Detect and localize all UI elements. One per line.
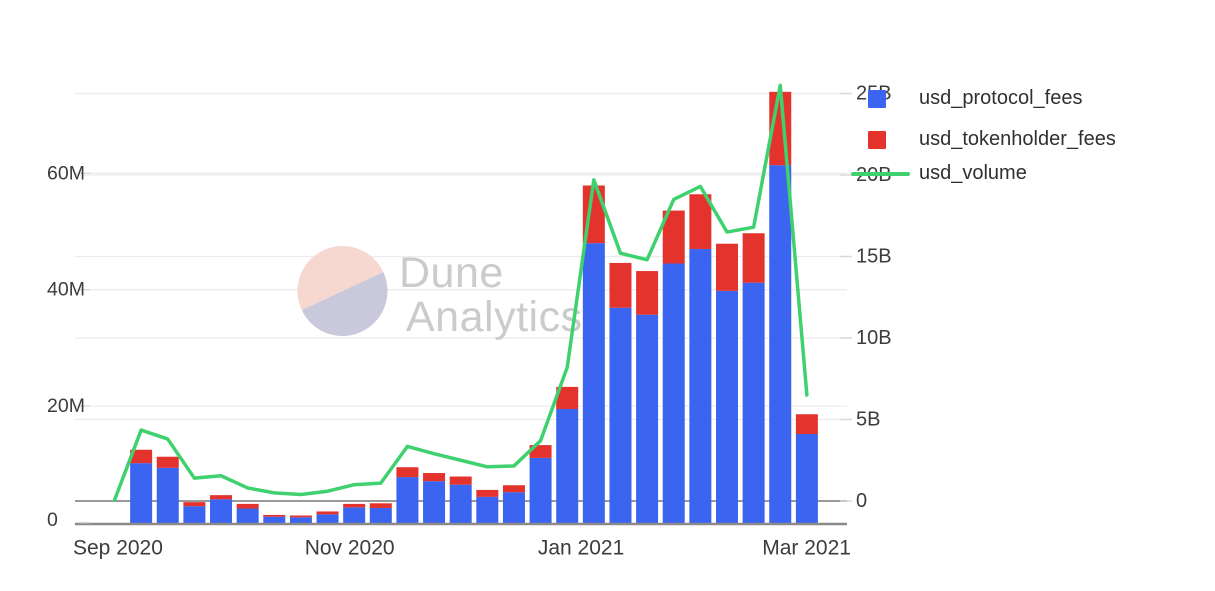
left-axis-label: 40M xyxy=(47,279,85,301)
bar-usd-tokenholder-fees[interactable] xyxy=(662,210,685,264)
left-axis-label: 0 xyxy=(47,509,58,531)
bar-usd-tokenholder-fees[interactable] xyxy=(609,262,632,308)
legend-label: usd_volume xyxy=(919,162,1027,184)
bar-usd-protocol-fees[interactable] xyxy=(636,314,659,525)
watermark-logo-icon xyxy=(297,245,384,310)
bar-usd-protocol-fees[interactable] xyxy=(556,409,579,525)
bar-usd-protocol-fees[interactable] xyxy=(210,499,233,525)
protocol-fees-swatch-icon xyxy=(868,89,886,108)
bar-usd-protocol-fees[interactable] xyxy=(529,457,552,525)
bar-usd-tokenholder-fees[interactable] xyxy=(396,467,419,478)
bar-usd-tokenholder-fees[interactable] xyxy=(343,503,366,508)
left-axis-label: 20M xyxy=(47,395,85,417)
bar-usd-protocol-fees[interactable] xyxy=(476,496,499,525)
bar-usd-protocol-fees[interactable] xyxy=(156,467,179,525)
bar-usd-protocol-fees[interactable] xyxy=(130,463,153,525)
line-usd-volume[interactable] xyxy=(112,83,809,502)
bar-usd-protocol-fees[interactable] xyxy=(423,481,446,525)
right-axis-label: 5B xyxy=(856,409,880,431)
bar-usd-protocol-fees[interactable] xyxy=(795,434,818,525)
volume-line-swatch-icon xyxy=(851,171,910,176)
bar-usd-protocol-fees[interactable] xyxy=(449,484,472,525)
bar-usd-tokenholder-fees[interactable] xyxy=(476,489,499,497)
legend-label: usd_tokenholder_fees xyxy=(919,128,1116,150)
bar-usd-tokenholder-fees[interactable] xyxy=(502,485,525,493)
bar-usd-protocol-fees[interactable] xyxy=(715,290,738,525)
bar-usd-protocol-fees[interactable] xyxy=(289,517,312,525)
bar-usd-tokenholder-fees[interactable] xyxy=(556,386,579,410)
bar-usd-protocol-fees[interactable] xyxy=(316,514,339,525)
bar-usd-protocol-fees[interactable] xyxy=(662,263,685,525)
bar-usd-tokenholder-fees[interactable] xyxy=(423,473,446,482)
left-axis-label: 60M xyxy=(47,162,85,184)
bar-usd-protocol-fees[interactable] xyxy=(343,507,366,525)
bar-usd-protocol-fees[interactable] xyxy=(582,243,605,525)
bar-usd-tokenholder-fees[interactable] xyxy=(449,476,472,485)
bar-usd-protocol-fees[interactable] xyxy=(263,516,286,525)
bar-usd-tokenholder-fees[interactable] xyxy=(156,456,179,468)
bar-usd-protocol-fees[interactable] xyxy=(609,307,632,525)
watermark-logo-icon xyxy=(301,272,388,337)
bar-usd-protocol-fees[interactable] xyxy=(183,506,206,525)
bar-usd-tokenholder-fees[interactable] xyxy=(289,515,312,518)
bar-usd-tokenholder-fees[interactable] xyxy=(742,233,765,283)
bar-usd-tokenholder-fees[interactable] xyxy=(210,495,233,500)
bar-usd-protocol-fees[interactable] xyxy=(396,477,419,525)
bar-usd-protocol-fees[interactable] xyxy=(742,282,765,525)
bar-usd-protocol-fees[interactable] xyxy=(369,507,392,525)
x-axis-label: Sep 2020 xyxy=(73,537,163,560)
bar-usd-tokenholder-fees[interactable] xyxy=(715,243,738,291)
bar-usd-tokenholder-fees[interactable] xyxy=(236,503,259,509)
bar-usd-tokenholder-fees[interactable] xyxy=(689,194,712,249)
x-axis-label: Nov 2020 xyxy=(305,537,395,560)
bar-usd-protocol-fees[interactable] xyxy=(502,492,525,525)
x-axis-label: Mar 2021 xyxy=(762,537,851,560)
legend-label: usd_protocol_fees xyxy=(919,87,1083,109)
legend-item-usd-volume[interactable]: usd_volume xyxy=(851,162,1027,185)
bar-usd-tokenholder-fees[interactable] xyxy=(795,414,818,435)
tokenholder-fees-swatch-icon xyxy=(868,130,886,149)
bar-usd-tokenholder-fees[interactable] xyxy=(263,514,286,517)
bar-usd-protocol-fees[interactable] xyxy=(769,165,792,525)
watermark-text: Analytics xyxy=(406,293,583,341)
bar-usd-protocol-fees[interactable] xyxy=(689,248,712,525)
right-axis-label: 0 xyxy=(856,490,867,512)
bar-usd-tokenholder-fees[interactable] xyxy=(130,449,153,464)
x-axis-label: Jan 2021 xyxy=(538,537,624,560)
legend-item-usd-tokenholder-fees[interactable]: usd_tokenholder_fees xyxy=(868,128,1116,151)
bar-usd-protocol-fees[interactable] xyxy=(236,508,259,525)
right-axis-label: 10B xyxy=(856,327,892,349)
legend-item-usd-protocol-fees[interactable]: usd_protocol_fees xyxy=(868,87,1082,110)
bar-usd-tokenholder-fees[interactable] xyxy=(636,271,659,315)
right-axis-label: 15B xyxy=(856,246,892,268)
bar-usd-tokenholder-fees[interactable] xyxy=(183,502,206,507)
watermark-text: Dune xyxy=(399,249,504,297)
bar-usd-tokenholder-fees[interactable] xyxy=(316,511,339,515)
bar-usd-tokenholder-fees[interactable] xyxy=(369,503,392,508)
